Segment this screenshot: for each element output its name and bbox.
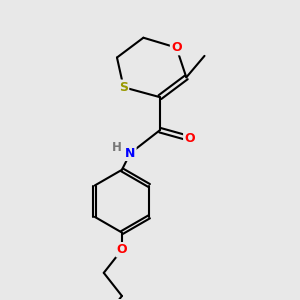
Text: O: O xyxy=(184,132,195,145)
Text: S: S xyxy=(119,81,128,94)
Text: O: O xyxy=(117,243,127,256)
Text: O: O xyxy=(171,41,182,54)
Text: N: N xyxy=(125,147,135,160)
Text: H: H xyxy=(111,141,121,154)
